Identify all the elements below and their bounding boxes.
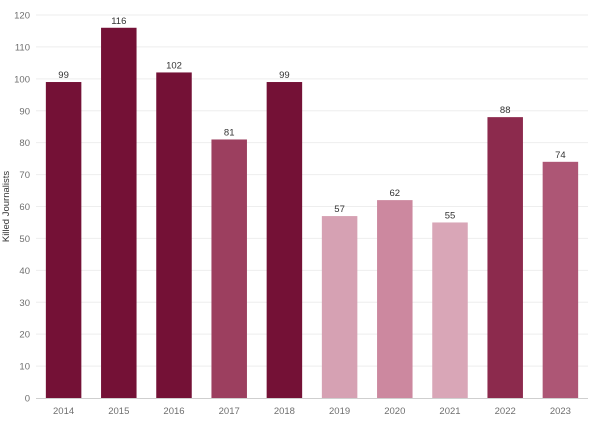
x-tick-label-2020: 2020 <box>384 406 405 417</box>
data-label-2016: 102 <box>166 60 182 71</box>
y-tick-label: 70 <box>19 170 30 181</box>
y-tick-label: 100 <box>14 74 30 85</box>
data-label-2015: 116 <box>111 16 126 27</box>
bar-2019 <box>321 216 358 398</box>
y-tick-label: 60 <box>19 202 30 213</box>
data-label-2018: 99 <box>279 70 290 81</box>
bars <box>45 27 579 399</box>
y-tick-label: 30 <box>19 298 30 309</box>
x-tick-label-2017: 2017 <box>219 406 240 417</box>
y-tick-label: 50 <box>19 234 30 245</box>
y-tick-label: 20 <box>19 330 30 341</box>
data-label-2021: 55 <box>445 210 456 221</box>
bar-2014 <box>45 82 82 399</box>
x-tick-label-2016: 2016 <box>163 406 184 417</box>
x-tick-label-2015: 2015 <box>108 406 129 417</box>
x-axis-ticks: 2014 2015 2016 2017 2018 2019 2020 2021 2022 2023 <box>53 406 571 417</box>
y-tick-label: 120 <box>14 11 30 22</box>
y-tick-label: 40 <box>19 266 30 277</box>
bar-2016 <box>156 72 192 398</box>
x-tick-label-2023: 2023 <box>550 406 571 417</box>
y-tick-label: 10 <box>19 362 30 373</box>
bar-2018 <box>266 82 303 399</box>
x-tick-label-2021: 2021 <box>439 406 460 417</box>
x-tick-label-2022: 2022 <box>495 406 516 417</box>
data-label-2019: 57 <box>334 204 345 215</box>
bar-2017 <box>211 139 247 398</box>
bar-2021 <box>432 222 468 398</box>
x-tick-label-2019: 2019 <box>329 406 350 417</box>
data-label-2017: 81 <box>224 127 235 138</box>
x-tick-label-2018: 2018 <box>274 406 295 417</box>
data-label-2020: 62 <box>390 188 401 199</box>
bar-2015 <box>101 27 137 399</box>
data-label-2014: 99 <box>58 70 69 81</box>
y-tick-label: 80 <box>19 138 30 149</box>
x-tick-label-2014: 2014 <box>53 406 74 417</box>
data-labels: 99 116 102 81 99 57 62 55 88 74 <box>58 16 565 222</box>
bar-2020 <box>377 200 413 398</box>
y-axis-title: Killed Journalists <box>1 171 12 243</box>
y-tick-label: 90 <box>19 106 30 117</box>
bar-2023 <box>542 161 579 398</box>
data-label-2022: 88 <box>500 105 511 116</box>
data-label-2023: 74 <box>555 150 566 161</box>
y-tick-label: 0 <box>25 394 30 405</box>
y-tick-label: 110 <box>15 42 30 53</box>
y-axis-ticks: 0 10 20 30 40 50 60 70 80 90 100 110 120 <box>14 11 30 405</box>
bar-2022 <box>487 117 523 398</box>
